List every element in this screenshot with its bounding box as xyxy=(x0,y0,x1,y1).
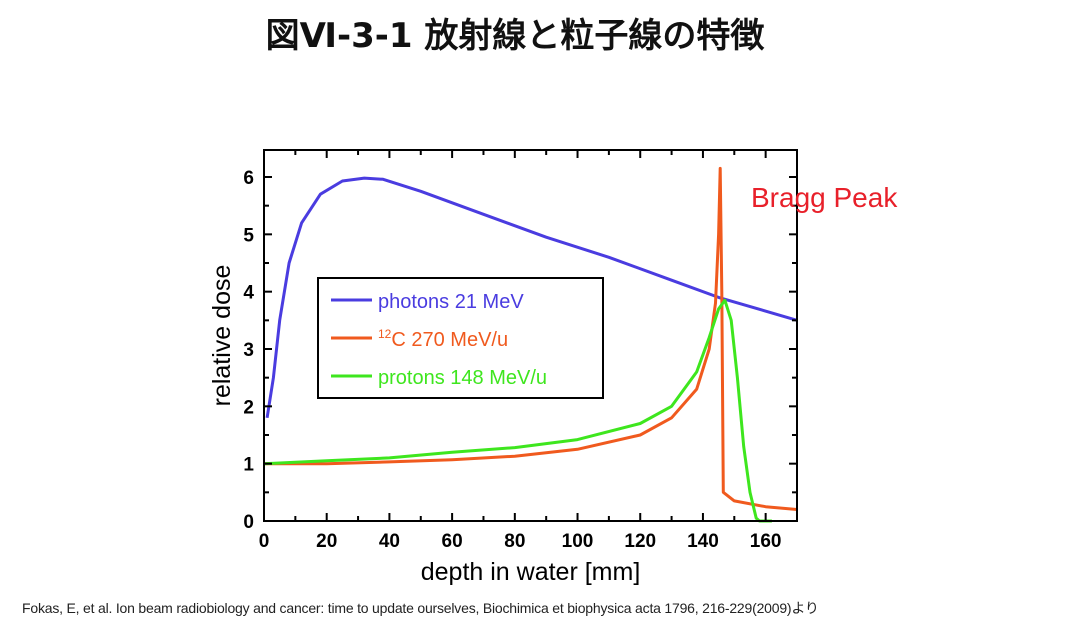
legend-label: photons 21 MeV xyxy=(378,291,524,313)
x-tick-label: 120 xyxy=(624,531,656,552)
y-axis-label: relative dose xyxy=(208,265,236,407)
series-line-0 xyxy=(265,176,797,419)
y-tick-label: 1 xyxy=(243,455,254,476)
plot-frame xyxy=(263,149,798,522)
legend-label: 12C 270 MeV/u xyxy=(378,327,508,351)
figure-title: 図Ⅵ-3-1 放射線と粒子線の特徴 xyxy=(265,16,765,56)
x-tick-label: 160 xyxy=(750,531,782,552)
y-tick-label: 2 xyxy=(243,397,254,418)
x-axis-label: depth in water [mm] xyxy=(421,558,641,586)
citation: Fokas, E, et al. Ion beam radiobiology a… xyxy=(22,600,819,616)
x-tick-label: 100 xyxy=(562,531,594,552)
x-tick-label: 140 xyxy=(687,531,719,552)
bragg-peak-annotation: Bragg Peak xyxy=(751,182,898,213)
y-tick-label: 4 xyxy=(243,283,254,304)
legend-label: protons 148 MeV/u xyxy=(378,367,547,389)
y-tick-label: 5 xyxy=(243,225,254,246)
x-tick-label: 0 xyxy=(259,531,270,552)
series-line-2 xyxy=(264,298,772,523)
series-line-1 xyxy=(264,166,797,511)
y-tick-label: 6 xyxy=(243,168,254,189)
y-tick-label: 3 xyxy=(243,340,254,361)
x-tick-label: 80 xyxy=(504,531,525,552)
y-tick-label: 0 xyxy=(243,512,254,533)
x-tick-label: 20 xyxy=(316,531,337,552)
x-tick-label: 60 xyxy=(442,531,463,552)
x-tick-label: 40 xyxy=(379,531,400,552)
